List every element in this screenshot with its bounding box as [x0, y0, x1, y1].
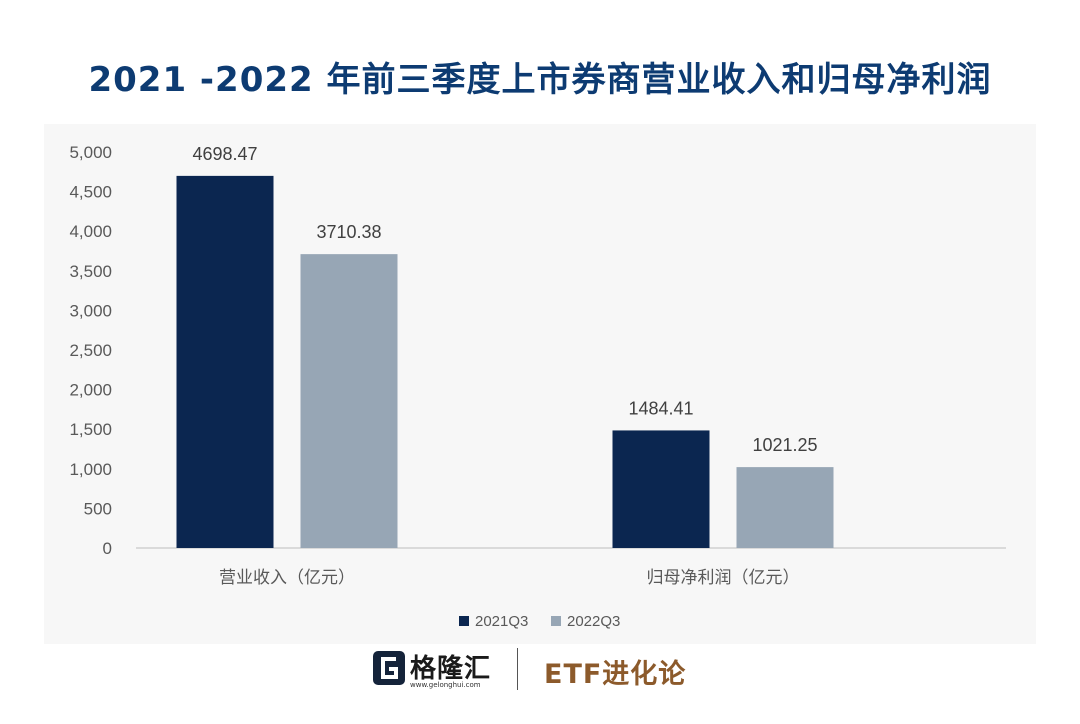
y-tick-label: 3,000 [69, 301, 112, 320]
logo-text: 格隆汇 [410, 654, 492, 684]
footer: 格隆汇 www.gelonghui.com ETF进化论 [0, 644, 1080, 704]
y-tick-label: 5,000 [69, 143, 112, 162]
data-label: 3710.38 [316, 222, 381, 242]
legend-swatch [459, 616, 469, 626]
chart-panel: 0 500 1,000 1,500 2,000 2,500 3,000 3,500 4,000 4… [44, 124, 1036, 644]
bar-2021Q3-0 [176, 175, 274, 549]
bar-2021Q3-1 [612, 430, 710, 548]
bar-2022Q3-1 [736, 467, 834, 548]
bar-2022Q3-0 [300, 254, 398, 548]
brand-name: ETF进化论 [544, 659, 687, 690]
y-tick-label: 3,500 [69, 262, 112, 281]
legend-swatch [551, 616, 561, 626]
footer-divider [517, 648, 518, 690]
y-tick-label: 0 [103, 539, 112, 558]
y-tick-label: 500 [84, 499, 112, 518]
y-tick-label: 1,500 [69, 420, 112, 439]
gelonghui-logo-icon [373, 651, 405, 685]
y-tick-label: 1,000 [69, 460, 112, 479]
category-label: 营业收入（亿元） [219, 568, 355, 588]
bar-chart: 0 500 1,000 1,500 2,000 2,500 3,000 3,500 4,000 4… [69, 143, 1006, 630]
data-label: 1484.41 [628, 398, 693, 418]
legend-label: 2022Q3 [567, 613, 620, 630]
logo-url: www.gelonghui.com [410, 681, 481, 689]
y-tick-label: 4,500 [69, 183, 112, 202]
data-label: 4698.47 [192, 144, 257, 164]
legend-label: 2021Q3 [475, 613, 528, 630]
data-label: 1021.25 [752, 435, 817, 455]
y-tick-label: 2,000 [69, 381, 112, 400]
y-tick-label: 2,500 [69, 341, 112, 360]
y-tick-label: 4,000 [69, 222, 112, 241]
category-label: 归母净利润（亿元） [647, 568, 800, 588]
chart-title: 2021 -2022 年前三季度上市券商营业收入和归母净利润 [88, 60, 992, 100]
